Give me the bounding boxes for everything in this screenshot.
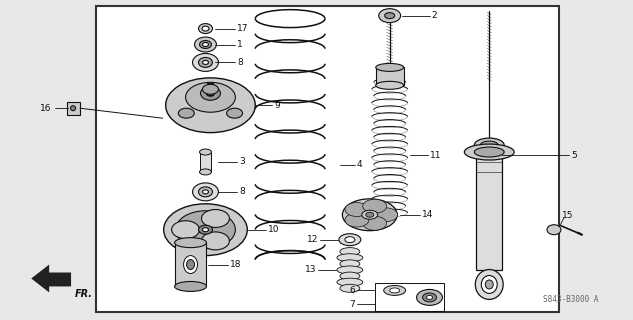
Ellipse shape [203, 84, 218, 94]
Text: 13: 13 [304, 265, 316, 274]
Ellipse shape [202, 26, 209, 31]
Text: 18: 18 [230, 260, 242, 269]
Ellipse shape [199, 149, 211, 155]
Ellipse shape [376, 81, 404, 89]
Text: 8: 8 [239, 188, 245, 196]
Ellipse shape [227, 108, 242, 118]
Ellipse shape [362, 210, 378, 219]
Ellipse shape [417, 289, 442, 305]
Polygon shape [31, 265, 71, 292]
Bar [476, 152, 502, 269]
Ellipse shape [474, 138, 504, 152]
Ellipse shape [342, 199, 397, 231]
Ellipse shape [199, 24, 213, 34]
Ellipse shape [203, 60, 208, 64]
Ellipse shape [340, 284, 360, 292]
Ellipse shape [199, 58, 213, 68]
Bar [96, 6, 559, 312]
Ellipse shape [423, 293, 437, 302]
Ellipse shape [203, 43, 208, 46]
Ellipse shape [166, 78, 255, 132]
Bar [199, 152, 211, 172]
Text: 12: 12 [306, 235, 318, 244]
Ellipse shape [203, 190, 208, 194]
Text: 16: 16 [40, 104, 51, 113]
Ellipse shape [199, 187, 213, 197]
Bar [375, 284, 444, 311]
Ellipse shape [175, 282, 206, 292]
Ellipse shape [340, 272, 360, 280]
Ellipse shape [175, 211, 235, 249]
Text: 4: 4 [357, 160, 363, 170]
Text: 11: 11 [430, 150, 441, 160]
Ellipse shape [340, 248, 360, 256]
Ellipse shape [474, 147, 504, 157]
Ellipse shape [475, 269, 503, 300]
Ellipse shape [201, 210, 229, 228]
Ellipse shape [379, 9, 401, 23]
Text: S843-B3000 A: S843-B3000 A [543, 295, 599, 304]
Text: FR.: FR. [75, 289, 93, 300]
Ellipse shape [465, 144, 514, 160]
Ellipse shape [345, 203, 369, 216]
Ellipse shape [179, 108, 194, 118]
Bar [376, 68, 404, 85]
Text: 17: 17 [237, 24, 249, 33]
Ellipse shape [199, 225, 213, 234]
Ellipse shape [376, 63, 404, 71]
Text: 3: 3 [239, 157, 245, 166]
Text: 7: 7 [349, 300, 355, 309]
Ellipse shape [175, 238, 206, 248]
Ellipse shape [363, 199, 387, 213]
Ellipse shape [164, 204, 248, 256]
Ellipse shape [206, 90, 215, 96]
Ellipse shape [187, 260, 194, 269]
Ellipse shape [185, 82, 235, 112]
Text: 5: 5 [571, 150, 577, 160]
Text: 15: 15 [562, 211, 573, 220]
Ellipse shape [363, 216, 387, 230]
Ellipse shape [70, 106, 75, 111]
Text: 14: 14 [422, 210, 433, 219]
Ellipse shape [366, 212, 373, 217]
Ellipse shape [194, 37, 216, 52]
Ellipse shape [201, 232, 229, 250]
Ellipse shape [337, 278, 363, 286]
Ellipse shape [172, 221, 199, 239]
Ellipse shape [199, 41, 211, 49]
Ellipse shape [427, 295, 432, 300]
Ellipse shape [337, 254, 363, 262]
Ellipse shape [340, 260, 360, 268]
Ellipse shape [345, 213, 369, 227]
Ellipse shape [345, 237, 355, 243]
Ellipse shape [486, 280, 493, 289]
Text: 10: 10 [268, 225, 280, 234]
Ellipse shape [384, 285, 406, 295]
Ellipse shape [201, 86, 220, 100]
Ellipse shape [184, 256, 197, 274]
Text: 2: 2 [432, 11, 437, 20]
Text: 1: 1 [237, 40, 243, 49]
Ellipse shape [203, 228, 208, 232]
Ellipse shape [385, 13, 394, 19]
Ellipse shape [547, 225, 561, 235]
Bar [208, 83, 213, 95]
Ellipse shape [199, 169, 211, 175]
Ellipse shape [192, 53, 218, 71]
Ellipse shape [373, 208, 398, 222]
Text: 8: 8 [237, 58, 243, 67]
Ellipse shape [480, 141, 498, 149]
Text: 9: 9 [274, 101, 280, 110]
Ellipse shape [481, 276, 497, 293]
Ellipse shape [337, 266, 363, 274]
Bar [175, 243, 206, 286]
Ellipse shape [192, 183, 218, 201]
Text: 6: 6 [349, 286, 355, 295]
Ellipse shape [339, 234, 361, 246]
Bar [67, 102, 80, 115]
Ellipse shape [390, 288, 399, 293]
